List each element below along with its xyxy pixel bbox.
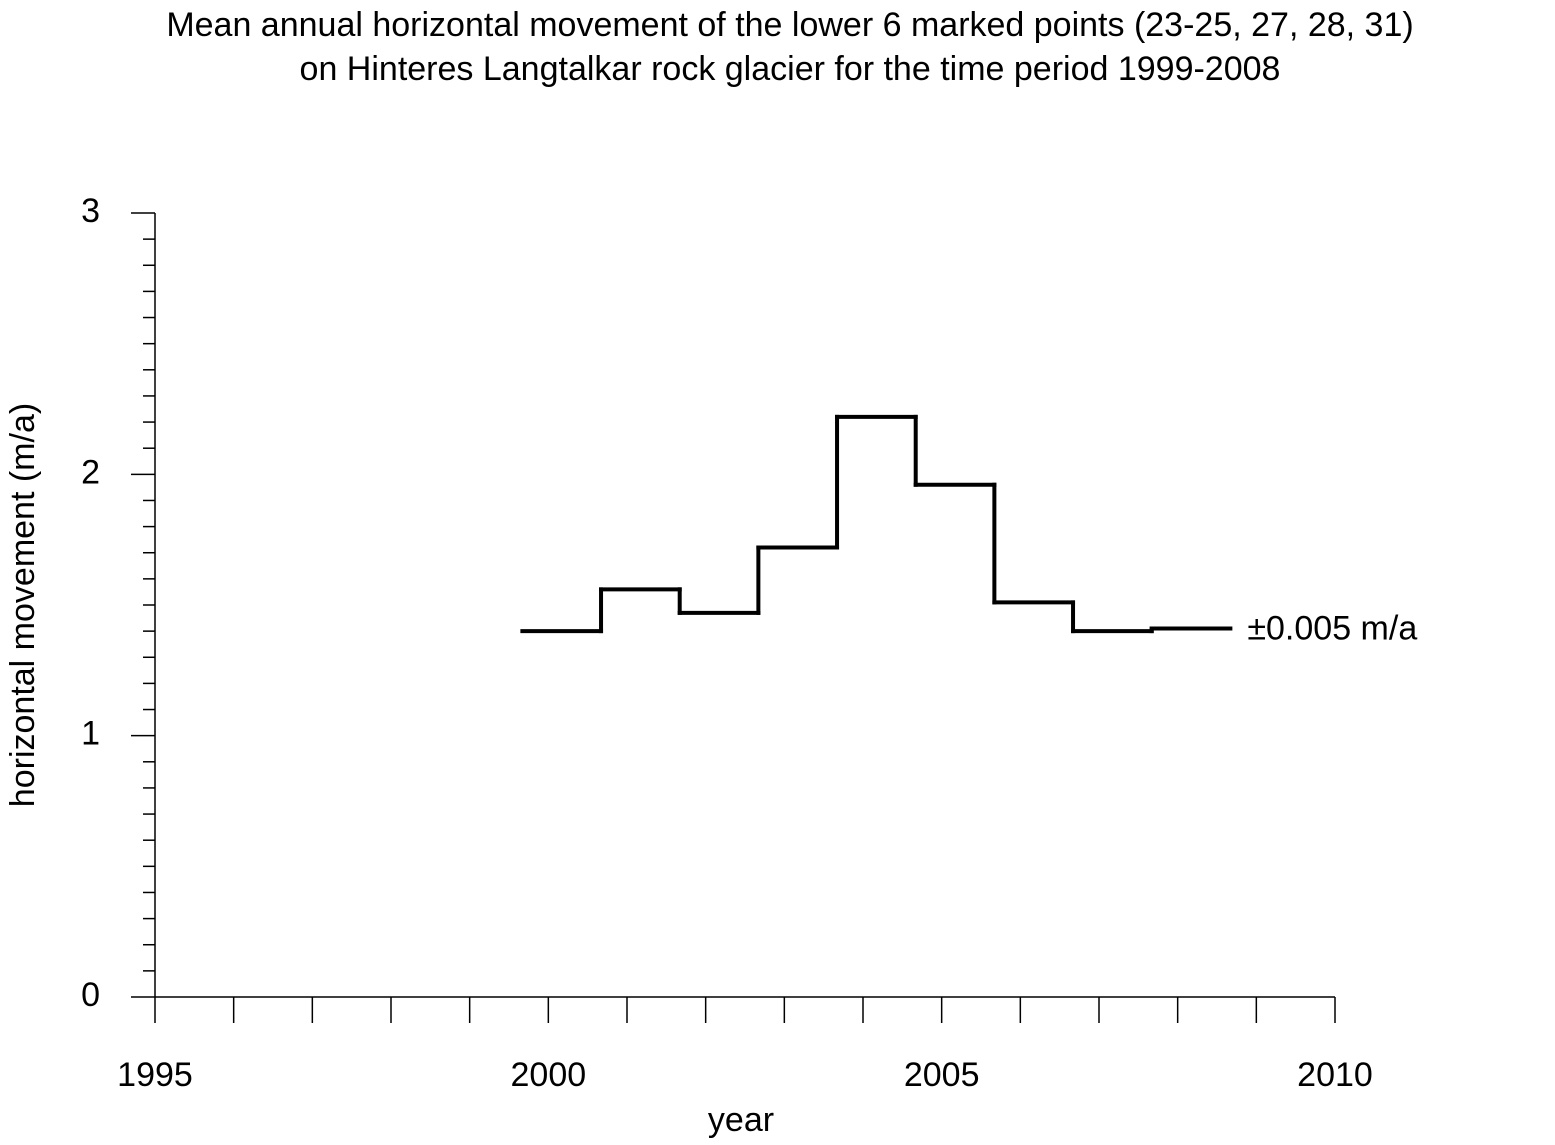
chart-title: on Hinteres Langtalkar rock glacier for …: [300, 50, 1281, 88]
y-axis-label: horizontal movement (m/a): [4, 403, 42, 807]
x-axis-label: year: [708, 1101, 774, 1139]
chart-title: Mean annual horizontal movement of the l…: [166, 6, 1413, 44]
x-tick-label: 1995: [117, 1056, 193, 1094]
y-tick-label: 3: [81, 192, 100, 230]
y-tick-label: 1: [81, 715, 100, 753]
x-tick-label: 2010: [1297, 1056, 1373, 1094]
y-tick-label: 2: [81, 453, 100, 491]
y-tick-label: 0: [81, 976, 100, 1014]
annotation: ±0.005 m/a: [1247, 610, 1417, 648]
x-tick-label: 2000: [511, 1056, 587, 1094]
x-tick-label: 2005: [904, 1056, 980, 1094]
